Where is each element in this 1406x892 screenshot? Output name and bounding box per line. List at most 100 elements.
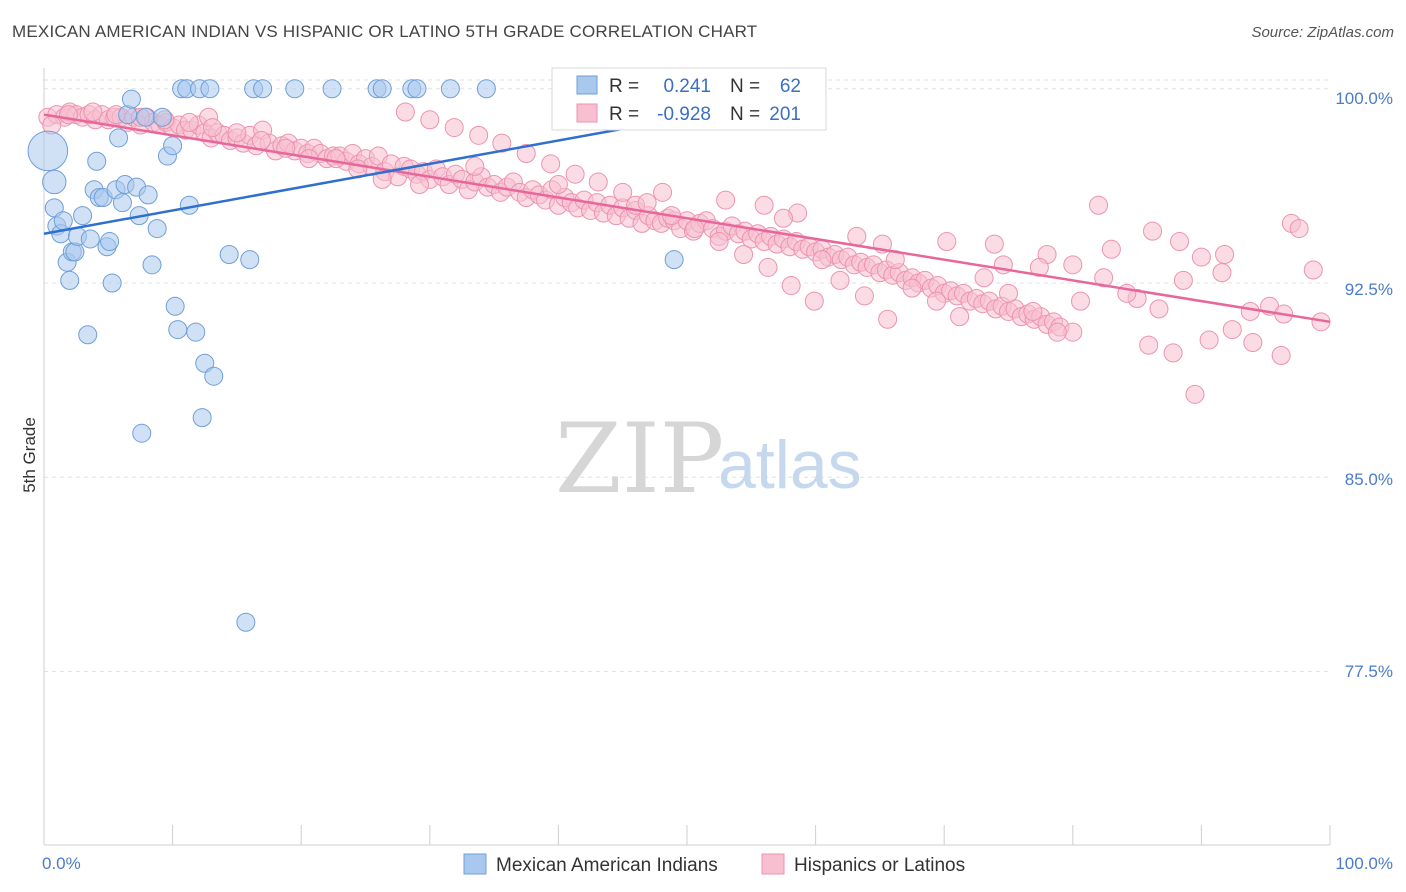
mexican-american-indians-point — [118, 105, 138, 125]
hispanics-point — [1243, 333, 1263, 353]
mexican-american-indians-point — [186, 322, 206, 342]
y-tick-label: 85.0% — [1345, 470, 1393, 489]
hispanics-point — [613, 182, 633, 202]
mexican-american-indians-points — [27, 79, 684, 632]
stats-r-value: -0.928 — [657, 104, 711, 125]
hispanics-point — [395, 102, 415, 122]
hispanics-point — [937, 232, 957, 252]
hispanics-point — [854, 286, 874, 306]
hispanics-point — [444, 118, 464, 138]
hispanics-point — [716, 190, 736, 210]
legend: Mexican American Indians Hispanics or La… — [463, 853, 965, 876]
hispanics-point — [1240, 301, 1260, 321]
hispanics-point — [251, 131, 271, 151]
hispanics-point — [754, 195, 774, 215]
mexican-american-indians-point — [136, 107, 156, 127]
hispanics-point — [1149, 299, 1169, 319]
hispanics-point — [685, 219, 705, 239]
stats-n-value: 62 — [780, 76, 801, 97]
hispanics-point — [1143, 221, 1163, 241]
watermark-zip: ZIP — [555, 403, 724, 515]
hispanics-point — [1173, 270, 1193, 290]
mexican-american-indians-trend-line — [43, 115, 688, 235]
hispanics-point — [1212, 263, 1232, 283]
mexican-american-indians-point — [195, 353, 215, 373]
hispanics-point — [974, 268, 994, 288]
mexican-american-indians-point — [109, 128, 129, 148]
stats-r-value: 0.241 — [663, 76, 711, 97]
hispanics-point — [1029, 257, 1049, 277]
hispanics-point — [1101, 239, 1121, 259]
hispanics-point — [1289, 219, 1309, 239]
hispanics-point — [83, 102, 103, 122]
hispanics-point — [469, 125, 489, 145]
hispanics-point — [1163, 343, 1183, 363]
mexican-american-indians-point — [236, 612, 256, 632]
hispanics-point — [588, 172, 608, 192]
stats-r-label: R = — [609, 76, 639, 97]
mexican-american-indians-point — [78, 325, 98, 345]
source-credit: Source: ZipAtlas.com — [1251, 24, 1394, 41]
hispanics-point — [1185, 384, 1205, 404]
hispanics-point — [1303, 260, 1323, 280]
mexican-american-indians-point — [27, 130, 69, 172]
mexican-american-indians-point — [132, 423, 152, 443]
hispanics-point — [1047, 322, 1067, 342]
watermark-atlas: atlas — [718, 427, 862, 503]
mexican-american-indians-point — [192, 408, 212, 428]
hispanics-point — [202, 118, 222, 138]
hispanics-point — [653, 182, 673, 202]
stats-blue-swatch — [576, 75, 598, 95]
hispanics-point — [709, 232, 729, 252]
hispanics-point — [516, 143, 536, 163]
hispanics-point — [902, 278, 922, 298]
mexican-american-indians-point — [253, 79, 273, 99]
hispanics-point — [847, 226, 867, 246]
hispanics-point — [984, 234, 1004, 254]
hispanics-point — [548, 175, 568, 195]
hispanics-point — [410, 175, 430, 195]
hispanics-point — [926, 291, 946, 311]
hispanics-point — [1215, 244, 1235, 264]
stats-pink-swatch — [576, 103, 598, 123]
mexican-american-indians-point — [664, 250, 684, 270]
hispanics-point — [492, 133, 512, 153]
mexican-american-indians-point — [53, 211, 73, 231]
legend-pink-swatch — [761, 853, 785, 875]
mexican-american-indians-point — [219, 244, 239, 264]
mexican-american-indians-point — [121, 89, 141, 109]
hispanics-point — [179, 112, 199, 132]
mexican-american-indians-point — [147, 219, 167, 239]
hispanics-point — [878, 309, 898, 329]
hispanics-point — [420, 110, 440, 130]
axes — [43, 68, 1331, 846]
hispanics-point — [773, 208, 793, 228]
chart-title: MEXICAN AMERICAN INDIAN VS HISPANIC OR L… — [12, 22, 758, 41]
hispanics-point — [1139, 335, 1159, 355]
hispanics-point — [758, 257, 778, 277]
hispanics-point — [1063, 255, 1083, 275]
hispanics-point — [326, 149, 346, 169]
stats-n-label: N = — [730, 76, 760, 97]
mexican-american-indians-point — [112, 193, 132, 213]
mexican-american-indians-point — [200, 79, 220, 99]
hispanics-point — [1222, 320, 1242, 340]
stats-r-label: R = — [609, 104, 639, 125]
mexican-american-indians-point — [440, 79, 460, 99]
y-tick-label: 77.5% — [1345, 662, 1393, 681]
hispanics-point — [227, 123, 247, 143]
stats-n-value: 201 — [769, 104, 801, 125]
mexican-american-indians-point — [163, 136, 183, 156]
hispanics-point — [1199, 330, 1219, 350]
hispanics-point — [1271, 345, 1291, 365]
mexican-american-indians-point — [204, 366, 224, 386]
y-tick-label: 92.5% — [1345, 280, 1393, 299]
x-tick-label-start: 0.0% — [42, 854, 81, 873]
x-tick-label-end: 100.0% — [1335, 854, 1393, 873]
mexican-american-indians-point — [322, 79, 342, 99]
hispanics-point — [541, 154, 561, 174]
hispanics-point — [637, 193, 657, 213]
mexican-american-indians-point — [168, 320, 188, 340]
legend-label-mexican-american-indians: Mexican American Indians — [496, 855, 718, 876]
mexican-american-indians-point — [102, 273, 122, 293]
